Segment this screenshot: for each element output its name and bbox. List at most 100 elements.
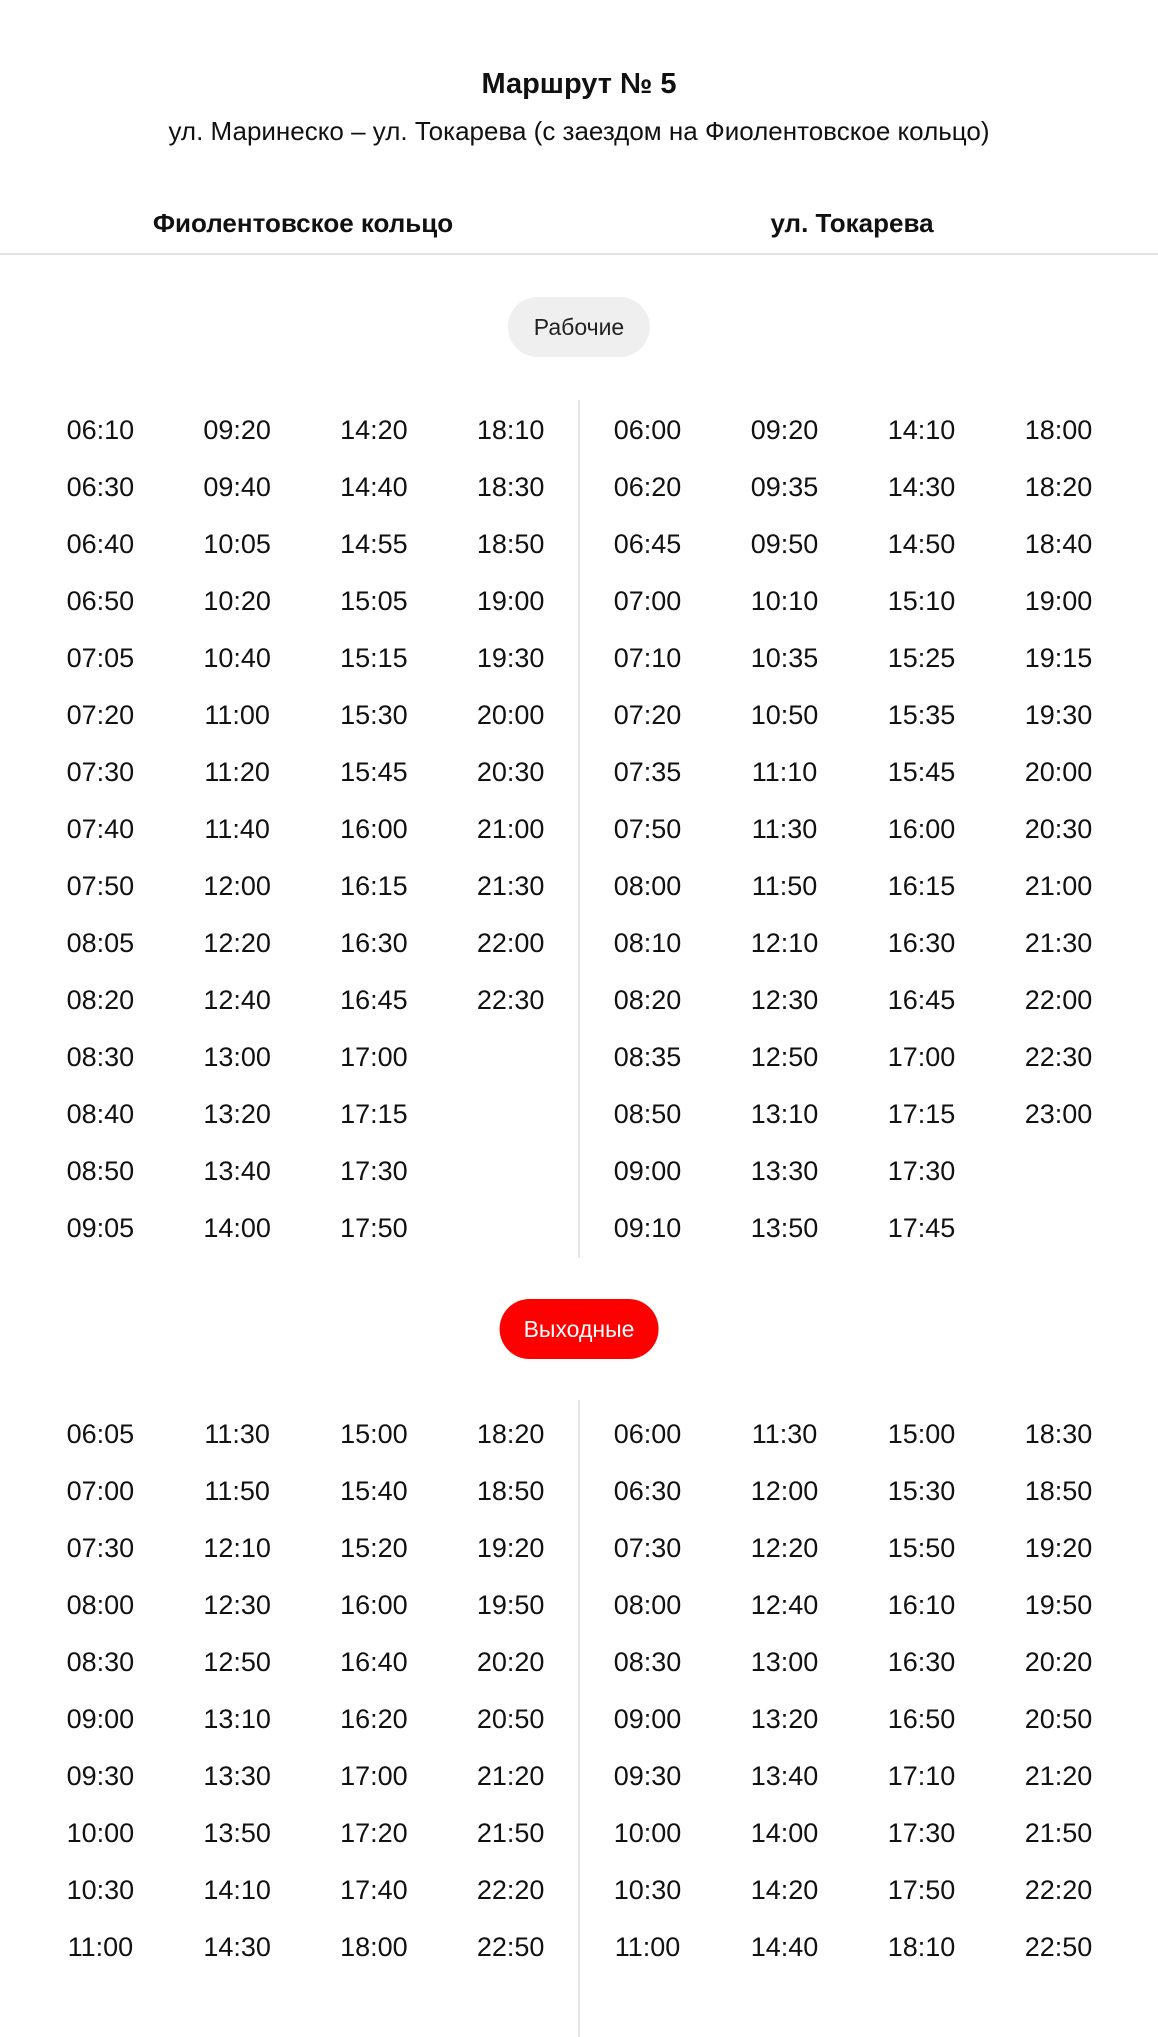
departure-time: 06:30 (66, 472, 135, 502)
departure-time: 23:00 (1024, 1099, 1093, 1129)
departure-time: 20:20 (476, 1647, 545, 1677)
departure-time: 14:40 (750, 1932, 819, 1962)
departure-time: 13:50 (750, 1213, 819, 1243)
departure-time: 12:40 (203, 985, 271, 1015)
weekdays-timetable: 06:10 06:30 06:40 06:50 07:05 07:20 07:30 07:40… (0, 402, 1158, 1257)
departure-time: 11:50 (751, 871, 818, 901)
departure-time: 08:30 (66, 1647, 135, 1677)
departure-time: 22:50 (476, 1932, 545, 1962)
departure-time: 09:40 (203, 472, 271, 502)
time-column: 18:00 18:20 18:40 19:00 19:15 19:30 20:00 20:30… (990, 402, 1127, 1257)
departure-time: 15:00 (887, 1419, 956, 1449)
departure-time: 16:10 (887, 1590, 956, 1620)
departure-time: 14:40 (340, 472, 408, 502)
departure-time: 08:00 (66, 1590, 135, 1620)
departure-time: 12:20 (203, 928, 271, 958)
departure-time: 11:40 (204, 814, 270, 844)
departure-time: 11:30 (204, 1419, 270, 1449)
departure-time: 11:10 (751, 757, 818, 787)
weekends-fiolent-times: 06:05 07:00 07:30 08:00 08:30 09:00 09:30 10:00… (0, 1406, 579, 1976)
departure-time: 20:00 (476, 700, 545, 730)
time-column: 14:20 14:40 14:55 15:05 15:15 15:30 15:45 16:00… (306, 402, 443, 1257)
departure-time: 14:55 (340, 529, 408, 559)
departure-time: 17:20 (340, 1818, 408, 1848)
departure-time: 21:30 (476, 871, 545, 901)
departure-time: 13:20 (750, 1704, 819, 1734)
departure-time: 11:30 (751, 814, 818, 844)
direction-header-fiolent: Фиолентовское кольцо (152, 208, 454, 238)
departure-time: 17:00 (340, 1761, 408, 1791)
departure-time: 16:40 (340, 1647, 408, 1677)
departure-time: 18:10 (476, 415, 545, 445)
departure-time: 06:00 (613, 1419, 682, 1449)
departure-time: 14:20 (340, 415, 408, 445)
departure-time: 17:15 (887, 1099, 956, 1129)
weekends-column-divider (578, 1400, 580, 2037)
departure-time: 13:40 (203, 1156, 271, 1186)
departure-time: 19:20 (1024, 1533, 1093, 1563)
departure-time: 16:00 (887, 814, 956, 844)
departure-time: 21:50 (476, 1818, 545, 1848)
departure-time: 22:20 (1024, 1875, 1093, 1905)
departure-time: 18:40 (1024, 529, 1093, 559)
time-column: 18:20 18:50 19:20 19:50 20:20 20:50 21:20 21:50… (442, 1406, 579, 1976)
departure-time: 18:50 (476, 529, 545, 559)
departure-time: 15:45 (340, 757, 408, 787)
departure-time: 14:00 (203, 1213, 271, 1243)
departure-time: 08:20 (613, 985, 682, 1015)
departure-time: 08:05 (66, 928, 135, 958)
departure-time: 06:00 (613, 415, 682, 445)
departure-time: 08:30 (66, 1042, 135, 1072)
departure-time: 17:00 (340, 1042, 408, 1072)
departure-time: 06:40 (66, 529, 135, 559)
weekdays-tab[interactable]: Рабочие (507, 297, 651, 357)
departure-time: 07:30 (66, 1533, 135, 1563)
departure-time: 12:30 (203, 1590, 271, 1620)
departure-time: 13:50 (203, 1818, 271, 1848)
departure-time: 12:40 (750, 1590, 819, 1620)
departure-time: 14:00 (750, 1818, 819, 1848)
departure-time: 20:50 (476, 1704, 545, 1734)
departure-time: 11:00 (67, 1932, 134, 1962)
departure-time: 12:00 (203, 871, 271, 901)
departure-time: 13:30 (203, 1761, 271, 1791)
route-subtitle: ул. Маринеско – ул. Токарева (с заездом … (168, 116, 990, 146)
page-title: Маршрут № 5 (481, 68, 677, 100)
departure-time: 08:50 (613, 1099, 682, 1129)
departure-time: 21:30 (1024, 928, 1093, 958)
departure-time: 21:20 (1024, 1761, 1093, 1791)
time-column: 06:05 07:00 07:30 08:00 08:30 09:00 09:30 10:00… (32, 1406, 169, 1976)
weekends-tab[interactable]: Выходные (499, 1299, 659, 1359)
departure-time: 10:30 (66, 1875, 135, 1905)
departure-time: 15:00 (340, 1419, 408, 1449)
departure-time: 10:20 (203, 586, 271, 616)
departure-time: 16:00 (340, 814, 408, 844)
time-column: 11:30 11:50 12:10 12:30 12:50 13:10 13:30 13:50… (169, 1406, 306, 1976)
departure-time: 21:20 (476, 1761, 545, 1791)
departure-time: 15:40 (340, 1476, 408, 1506)
departure-time: 15:10 (887, 586, 956, 616)
header-divider (0, 253, 1158, 255)
departure-time: 22:00 (476, 928, 545, 958)
departure-time: 20:30 (1024, 814, 1093, 844)
departure-time: 20:50 (1024, 1704, 1093, 1734)
departure-time: 18:50 (1024, 1476, 1093, 1506)
departure-time: 09:30 (613, 1761, 682, 1791)
time-column: 18:30 18:50 19:20 19:50 20:20 20:50 21:20 21:50… (990, 1406, 1127, 1976)
departure-time: 13:00 (203, 1042, 271, 1072)
departure-time: 16:30 (340, 928, 408, 958)
departure-time: 17:50 (887, 1875, 956, 1905)
departure-time: 07:35 (613, 757, 682, 787)
departure-time: 18:30 (476, 472, 545, 502)
departure-time: 14:50 (887, 529, 956, 559)
departure-time: 09:30 (66, 1761, 135, 1791)
departure-time: 07:30 (613, 1533, 682, 1563)
departure-time: 12:30 (750, 985, 819, 1015)
departure-time: 18:50 (476, 1476, 545, 1506)
weekdays-fiolent-times: 06:10 06:30 06:40 06:50 07:05 07:20 07:30 07:40… (0, 402, 579, 1257)
time-column: 11:30 12:00 12:20 12:40 13:00 13:20 13:40 14:00… (716, 1406, 853, 1976)
departure-time: 15:20 (340, 1533, 408, 1563)
departure-time: 09:20 (203, 415, 271, 445)
departure-time: 16:45 (340, 985, 408, 1015)
departure-time: 07:50 (613, 814, 682, 844)
